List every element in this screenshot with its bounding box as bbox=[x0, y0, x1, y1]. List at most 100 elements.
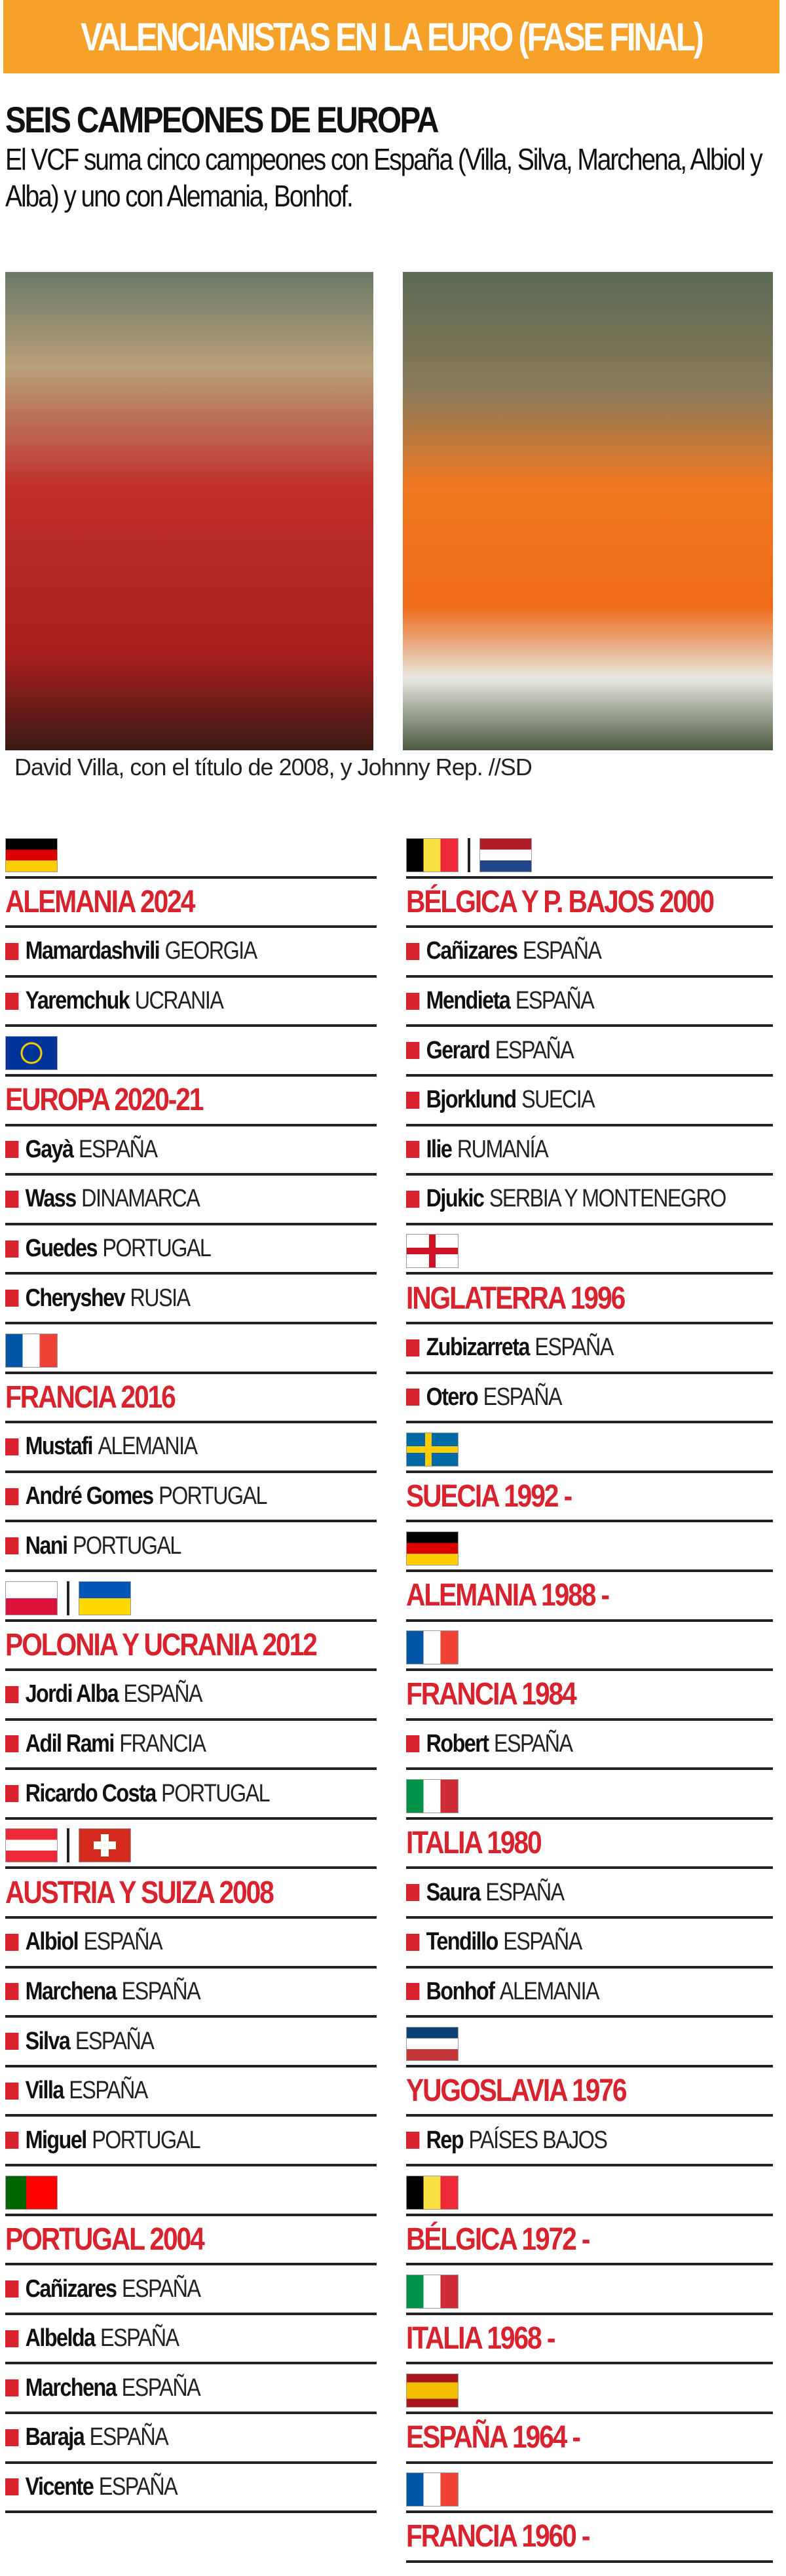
player-name: Gayà bbox=[25, 1135, 74, 1163]
player-entry: Albiol ESPAÑA bbox=[5, 1928, 163, 1956]
player-entry: Silva ESPAÑA bbox=[5, 2028, 155, 2056]
tournament-heading-row: BÉLGICA Y P. BAJOS 2000 bbox=[406, 879, 773, 929]
bullet-square-icon bbox=[5, 1290, 19, 1307]
bullet-square-icon bbox=[406, 1042, 420, 1060]
bullet-square-icon bbox=[406, 1091, 420, 1109]
player-row: Zubizarreta ESPAÑA bbox=[406, 1324, 773, 1374]
flag-row bbox=[406, 2018, 773, 2067]
flag-yu-icon bbox=[406, 2026, 458, 2061]
player-entry: Djukic SERBIA Y MONTENEGRO bbox=[406, 1185, 726, 1213]
tournament-heading-row: YUGOSLAVIA 1976 bbox=[406, 2067, 773, 2117]
flag-row bbox=[406, 2166, 773, 2216]
player-entry: Cheryshev RUSIA bbox=[5, 1284, 191, 1313]
flag-row bbox=[406, 829, 773, 879]
player-name: Villa bbox=[25, 2077, 65, 2105]
flag-se-icon bbox=[406, 1432, 458, 1467]
flag-row bbox=[406, 2364, 773, 2414]
section-banner: VALENCIANISTAS EN LA EURO (FASE FINAL) bbox=[3, 0, 779, 73]
flag-es-icon bbox=[406, 2374, 458, 2408]
player-row: Cheryshev RUSIA bbox=[5, 1275, 377, 1324]
player-name: Gerard bbox=[426, 1036, 491, 1064]
player-entry: Yaremchuk UCRANIA bbox=[5, 987, 224, 1015]
player-row: Marchena ESPAÑA bbox=[5, 1969, 377, 2018]
player-entry: Guedes PORTUGAL bbox=[5, 1235, 212, 1263]
tournament-title: EUROPA 2020-21 bbox=[5, 1083, 204, 1118]
bullet-square-icon bbox=[406, 1141, 420, 1159]
player-name: Tendillo bbox=[426, 1928, 499, 1956]
player-entry: Zubizarreta ESPAÑA bbox=[406, 1334, 614, 1362]
player-nationality: ESPAÑA bbox=[79, 1135, 158, 1163]
tournament-heading-row: EUROPA 2020-21 bbox=[5, 1077, 377, 1126]
bullet-square-icon bbox=[5, 2478, 19, 2496]
player-nationality: DINAMARCA bbox=[81, 1185, 200, 1213]
player-name: Wass bbox=[25, 1185, 77, 1213]
flag-de-icon bbox=[5, 837, 58, 872]
tournament-title: PORTUGAL 2004 bbox=[5, 2221, 205, 2257]
player-row: Albelda ESPAÑA bbox=[5, 2315, 377, 2365]
player-name: André Gomes bbox=[25, 1482, 155, 1510]
player-entry: Mendieta ESPAÑA bbox=[406, 987, 595, 1015]
tournament-heading-row: ITALIA 1980 bbox=[406, 1820, 773, 1870]
flag-de-icon bbox=[406, 1531, 458, 1566]
flag-pl-icon bbox=[5, 1581, 58, 1615]
left-column: ALEMANIA 2024 Mamardashvili GEORGIA Yaremch… bbox=[5, 829, 377, 2514]
player-row: Ricardo Costa PORTUGAL bbox=[5, 1770, 377, 1820]
tournament-title: BÉLGICA 1972 - bbox=[406, 2221, 590, 2257]
tournament-title: POLONIA Y UCRANIA 2012 bbox=[5, 1627, 318, 1663]
player-name: Otero bbox=[426, 1383, 479, 1411]
player-name: Guedes bbox=[25, 1235, 98, 1263]
bullet-square-icon bbox=[5, 1438, 19, 1455]
player-nationality: FRANCIA bbox=[119, 1729, 206, 1758]
tournament-title: ITALIA 1980 bbox=[406, 1826, 542, 1861]
tournament-heading-row: BÉLGICA 1972 - bbox=[406, 2216, 773, 2266]
player-nationality: ESPAÑA bbox=[121, 2275, 201, 2303]
flag-be-icon bbox=[406, 837, 458, 872]
player-row: Gerard ESPAÑA bbox=[406, 1027, 773, 1077]
standfirst: El VCF suma cinco campeones con España (… bbox=[5, 142, 763, 213]
player-nationality: ESPAÑA bbox=[534, 1334, 614, 1362]
bullet-square-icon bbox=[5, 992, 19, 1010]
player-row: André Gomes PORTUGAL bbox=[5, 1473, 377, 1523]
player-nationality: ESPAÑA bbox=[121, 2374, 201, 2402]
player-nationality: ESPAÑA bbox=[69, 2077, 148, 2105]
player-row: Albiol ESPAÑA bbox=[5, 1919, 377, 1969]
player-nationality: ALEMANIA bbox=[499, 1977, 600, 2005]
player-row: Guedes PORTUGAL bbox=[5, 1225, 377, 1275]
player-nationality: ESPAÑA bbox=[522, 937, 602, 965]
flag-en-icon bbox=[406, 1234, 458, 1269]
player-name: Mendieta bbox=[426, 987, 511, 1015]
flag-row bbox=[406, 1423, 773, 1473]
player-name: Albelda bbox=[25, 2324, 96, 2353]
player-row: Gayà ESPAÑA bbox=[5, 1126, 377, 1176]
flag-row bbox=[5, 1324, 377, 1374]
tournament-title: FRANCIA 1984 bbox=[406, 1677, 577, 1712]
tournament-heading-row: ALEMANIA 1988 - bbox=[406, 1572, 773, 1622]
player-entry: André Gomes PORTUGAL bbox=[5, 1482, 267, 1510]
bullet-square-icon bbox=[5, 942, 19, 960]
player-name: Yaremchuk bbox=[25, 987, 130, 1015]
bullet-square-icon bbox=[5, 1983, 19, 2001]
player-row: Cañizares ESPAÑA bbox=[406, 928, 773, 978]
bullet-square-icon bbox=[5, 1488, 19, 1505]
bullet-square-icon bbox=[5, 1933, 19, 1951]
tournament-heading-row: INGLATERRA 1996 bbox=[406, 1275, 773, 1324]
player-name: Robert bbox=[426, 1729, 489, 1758]
player-name: Zubizarreta bbox=[426, 1334, 531, 1362]
tournament-title: YUGOSLAVIA 1976 bbox=[406, 2073, 627, 2109]
player-name: Ricardo Costa bbox=[25, 1779, 157, 1807]
player-row: Bjorklund SUECIA bbox=[406, 1077, 773, 1126]
player-entry: Baraja ESPAÑA bbox=[5, 2423, 169, 2451]
player-entry: Tendillo ESPAÑA bbox=[406, 1928, 582, 1956]
bullet-square-icon bbox=[5, 1785, 19, 1803]
tournament-title: ESPAÑA 1964 - bbox=[406, 2420, 581, 2455]
player-row: Djukic SERBIA Y MONTENEGRO bbox=[406, 1176, 773, 1225]
player-entry: Robert ESPAÑA bbox=[406, 1729, 573, 1758]
player-entry: Ilie RUMANÍA bbox=[406, 1136, 549, 1164]
player-nationality: ESPAÑA bbox=[98, 2472, 178, 2501]
player-nationality: ESPAÑA bbox=[503, 1928, 582, 1956]
bullet-square-icon bbox=[406, 2132, 420, 2149]
player-nationality: PORTUGAL bbox=[92, 2126, 200, 2154]
player-name: Jordi Alba bbox=[25, 1680, 119, 1708]
bullet-square-icon bbox=[5, 1190, 19, 1208]
tournament-heading-row: POLONIA Y UCRANIA 2012 bbox=[5, 1622, 377, 1672]
